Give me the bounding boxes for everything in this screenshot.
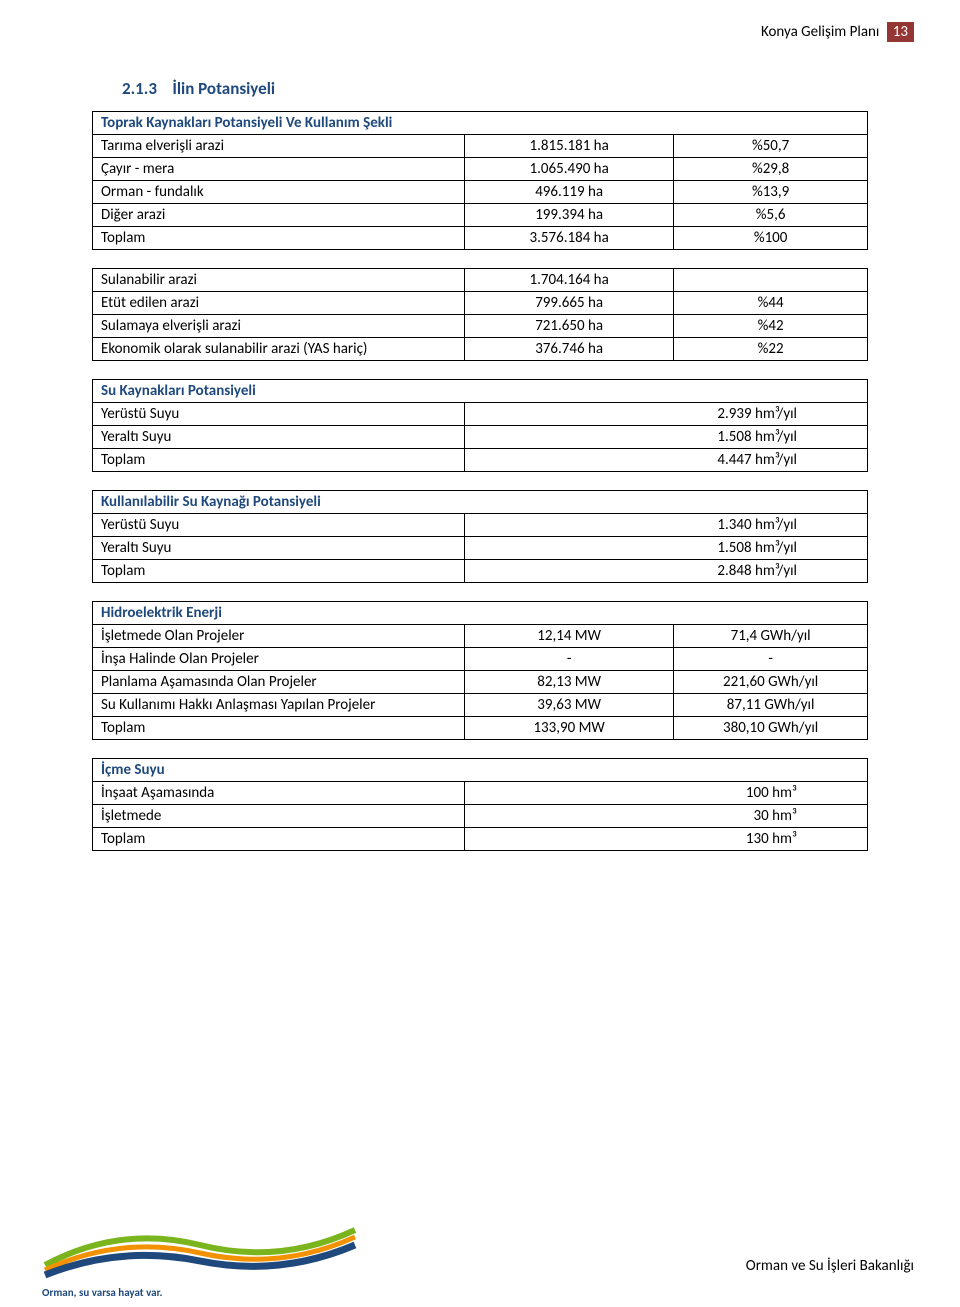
logo-tagline: Orman, su varsa hayat var. — [42, 1286, 162, 1299]
table-row: Toplam2.848 hm³/yıl — [93, 560, 868, 583]
page-number-badge: 13 — [887, 22, 914, 42]
table-row: İşletmede Olan Projeler12,14 MW71,4 GWh/… — [93, 625, 868, 648]
footer-text: Orman ve Su İşleri Bakanlığı — [746, 1257, 914, 1275]
section-title: İlin Potansiyeli — [172, 78, 275, 99]
table-row: Yeraltı Suyu1.508 hm³/yıl — [93, 537, 868, 560]
table-sulanabilir: Sulanabilir arazi1.704.164 ha Etüt edile… — [92, 268, 868, 361]
table-icme: İçme Suyu İnşaat Aşamasında100 hm³ İşlet… — [92, 758, 868, 851]
table-row: Sulanabilir arazi1.704.164 ha — [93, 269, 868, 292]
table-row: Toplam130 hm³ — [93, 828, 868, 851]
page-header: Konya Gelişim Planı 13 — [0, 0, 960, 42]
header-title: Konya Gelişim Planı — [761, 23, 879, 41]
table-row: Yerüstü Suyu2.939 hm³/yıl — [93, 403, 868, 426]
table-row: Orman - fundalık496.119 ha%13,9 — [93, 181, 868, 204]
table-row: Sulamaya elverişli arazi721.650 ha%42 — [93, 315, 868, 338]
section-heading: 2.1.3 İlin Potansiyeli — [92, 78, 868, 99]
table-row: Toplam133,90 MW380,10 GWh/yıl — [93, 717, 868, 740]
table-row: Etüt edilen arazi799.665 ha%44 — [93, 292, 868, 315]
table-row: Çayır - mera1.065.490 ha%29,8 — [93, 158, 868, 181]
swoosh-icon — [40, 1215, 360, 1287]
table-title: İçme Suyu — [93, 759, 868, 782]
logo-swoosh — [40, 1215, 360, 1287]
table-row: İnşaat Aşamasında100 hm³ — [93, 782, 868, 805]
table-su: Su Kaynakları Potansiyeli Yerüstü Suyu2.… — [92, 379, 868, 472]
table-row: İnşa Halinde Olan Projeler-- — [93, 648, 868, 671]
table-row: Ekonomik olarak sulanabilir arazi (YAS h… — [93, 338, 868, 361]
table-kullanilabilir: Kullanılabilir Su Kaynağı Potansiyeli Ye… — [92, 490, 868, 583]
table-row: Yeraltı Suyu1.508 hm³/yıl — [93, 426, 868, 449]
table-row: Toplam4.447 hm³/yıl — [93, 449, 868, 472]
table-row: Su Kullanımı Hakkı Anlaşması Yapılan Pro… — [93, 694, 868, 717]
table-row: Diğer arazi199.394 ha%5,6 — [93, 204, 868, 227]
table-row: İşletmede30 hm³ — [93, 805, 868, 828]
section-number: 2.1.3 — [122, 78, 157, 99]
page-content: 2.1.3 İlin Potansiyeli Toprak Kaynakları… — [0, 42, 960, 851]
table-row: Tarıma elverişli arazi1.815.181 ha%50,7 — [93, 135, 868, 158]
table-toprak: Toprak Kaynakları Potansiyeli Ve Kullanı… — [92, 111, 868, 250]
table-hidro: Hidroelektrik Enerji İşletmede Olan Proj… — [92, 601, 868, 740]
table-row: Toplam3.576.184 ha%100 — [93, 227, 868, 250]
table-title: Su Kaynakları Potansiyeli — [93, 380, 868, 403]
table-title: Toprak Kaynakları Potansiyeli Ve Kullanı… — [93, 112, 868, 135]
table-title: Hidroelektrik Enerji — [93, 602, 868, 625]
table-row: Planlama Aşamasında Olan Projeler82,13 M… — [93, 671, 868, 694]
table-title: Kullanılabilir Su Kaynağı Potansiyeli — [93, 491, 868, 514]
table-row: Yerüstü Suyu1.340 hm³/yıl — [93, 514, 868, 537]
